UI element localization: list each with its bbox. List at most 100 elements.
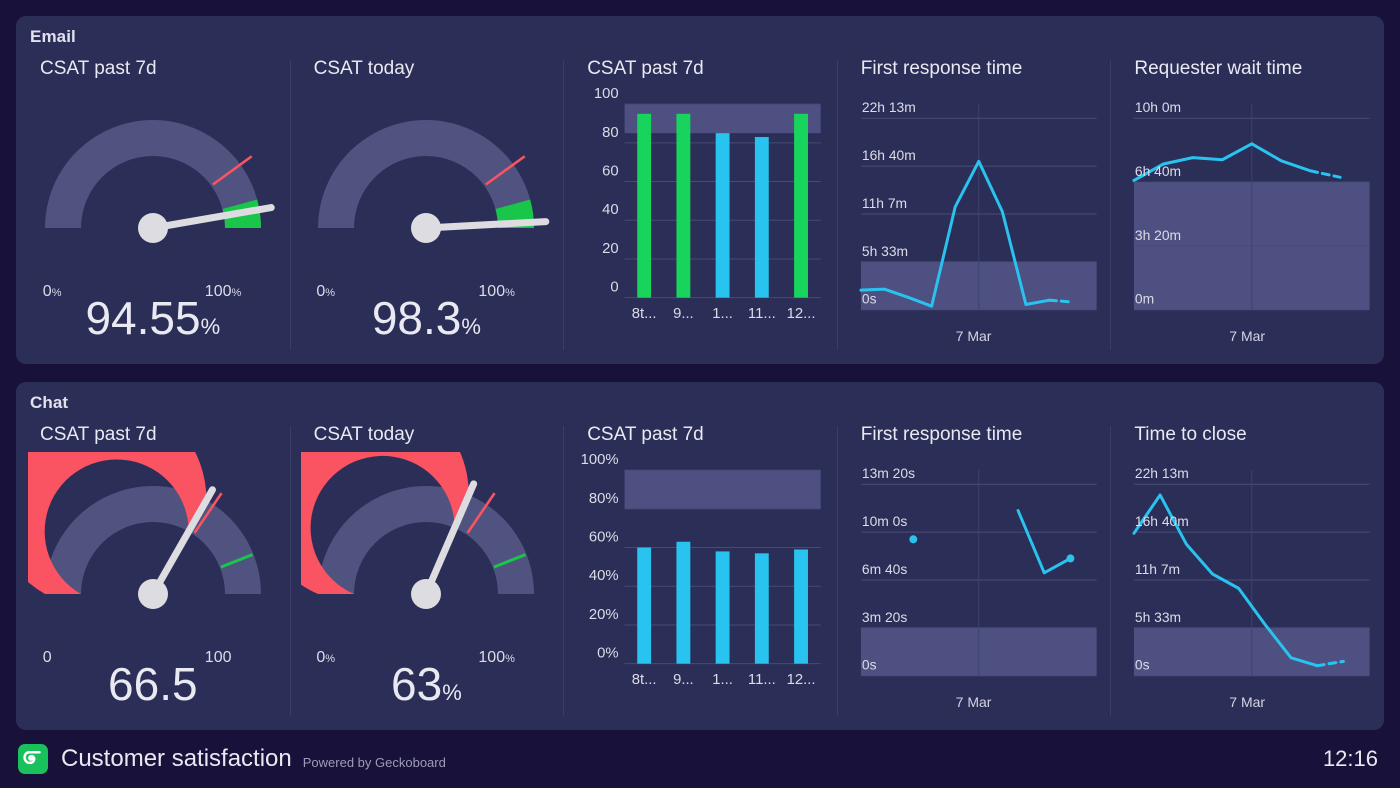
clock: 12:16 <box>1322 746 1378 771</box>
widget-title: Time to close <box>1134 424 1247 445</box>
gauge-max-label: 100% <box>478 649 514 667</box>
line-chart-svg: 22h 13m 16h 40m 11h 7m 5h 33m 0s <box>1132 465 1371 677</box>
gauge-track <box>318 486 535 594</box>
gauge-needle <box>149 486 216 598</box>
gauge-needle <box>422 480 478 598</box>
widget-row: CSAT past 7d 0% 100% 94.55% CSAT today 0% 100%… <box>16 52 1384 360</box>
gauge-value-number: 94.55 <box>85 292 201 344</box>
gauge-min-value: 0 <box>316 283 326 300</box>
x-tick-label: 8t... <box>632 305 657 322</box>
widget-first-response-time: First response time 13m 20s 10m 0s 6m 40s 3m… <box>836 418 1111 726</box>
widget-title: CSAT today <box>313 424 415 445</box>
bar-chart: 100% 80% 60% 40% 20% 0% 8t... 9... 1... 11... 12..… <box>573 454 827 706</box>
line-series-forecast <box>1047 298 1075 304</box>
y-tick-label: 0 <box>611 279 619 296</box>
widget-time-to-close: Time to close 22h 13m 16h 40m 11h 7m 5h 33m 0… <box>1110 418 1384 726</box>
y-tick-label: 60% <box>589 528 619 545</box>
line-series <box>1132 493 1320 668</box>
widget-title: CSAT past 7d <box>40 58 157 79</box>
line-chart-svg: 22h 13m 16h 40m 11h 7m 5h 33m 0s <box>859 99 1097 311</box>
goal-band <box>624 104 821 134</box>
gauge-min-label: 0% <box>316 283 335 301</box>
powered-by-label: Powered by Geckoboard <box>302 755 446 770</box>
widget-title: CSAT past 7d <box>587 58 704 79</box>
gauge-needle <box>422 218 550 232</box>
x-tick-label: 9... <box>673 305 694 322</box>
widget-csat-today: CSAT today 0% 100% 63% <box>289 418 564 726</box>
line-series-forecast <box>1316 659 1346 668</box>
widget-requester-wait-time: Requester wait time 10h 0m 6h 40m 3h 20m 0m 7… <box>1110 52 1384 360</box>
x-axis-caption: 7 Mar <box>1229 328 1266 344</box>
gauge-value-number: 63 <box>391 658 443 710</box>
y-tick-label: 5h 33m <box>1135 609 1181 625</box>
x-axis-caption: 7 Mar <box>955 328 992 344</box>
gauge: 0 100 <box>26 452 280 667</box>
gauge-max-unit: % <box>505 653 515 665</box>
line-chart-svg: 13m 20s 10m 0s 6m 40s 3m 20s 0s <box>860 465 1097 677</box>
line-chart: 22h 13m 16h 40m 11h 7m 5h 33m 0s 7 Mar <box>847 88 1101 344</box>
gauge-min-label: 0% <box>316 649 335 667</box>
line-series <box>859 159 1051 308</box>
gauge-red-marker <box>466 492 497 534</box>
gauge-hub <box>411 579 442 609</box>
y-tick-label: 11h 7m <box>862 195 907 211</box>
widget-csat-past-7d: CSAT past 7d 0 100 66.5 <box>16 418 290 726</box>
bar <box>676 113 691 298</box>
y-tick-label: 60 <box>602 162 619 179</box>
gauge-min-label: 0% <box>43 283 62 301</box>
gauge: 0% 100% <box>26 86 280 301</box>
gauge-value-unit: % <box>461 314 481 339</box>
bar-chart-svg: 100% 80% 60% 40% 20% 0% 8t... 9... 1... 11... 12..… <box>581 454 821 688</box>
gauge-min-value: 0 <box>42 649 52 666</box>
geckoboard-logo-icon <box>18 744 48 774</box>
gauge-dial <box>44 120 275 243</box>
widget-csat-today: CSAT today 0% 100% 98.3% <box>289 52 564 360</box>
x-tick-label: 8t... <box>632 671 657 688</box>
gauge-red-marker <box>485 155 526 186</box>
gauge-max-value: 100 <box>478 649 506 666</box>
gauge-hub <box>137 579 168 609</box>
y-tick-label: 10m 0s <box>862 513 907 529</box>
x-tick-label: 1... <box>712 671 733 688</box>
gauge-value: 94.55% <box>26 295 280 350</box>
gauge-value: 98.3% <box>300 295 554 350</box>
gauge-track <box>44 486 261 594</box>
footer-bar: Customer satisfaction Powered by Geckoboa… <box>0 730 1400 788</box>
y-tick-label: 11h 7m <box>1135 561 1180 577</box>
gauge-value-number: 66.5 <box>108 658 198 710</box>
widget-title: CSAT past 7d <box>40 424 157 445</box>
gauge-green-marker <box>493 553 527 569</box>
gauge-track <box>44 120 261 228</box>
gauge-max-value: 100 <box>204 649 232 666</box>
data-point <box>1066 554 1075 563</box>
bar <box>676 541 691 664</box>
dashboard-title: Customer satisfaction <box>61 745 292 772</box>
y-tick-label: 100% <box>581 454 619 468</box>
x-axis-caption: 7 Mar <box>1229 694 1266 710</box>
y-tick-label: 3h 20m <box>1135 227 1181 243</box>
x-axis-caption: 7 Mar <box>955 694 992 710</box>
gauge-red-marker <box>193 492 223 534</box>
bar <box>755 137 769 298</box>
gauge-track <box>318 120 535 228</box>
section-panel-chat: Chat CSAT past 7d 0 100 66.5 CSAT today 0% 100%… <box>16 382 1384 730</box>
line-series-forecast <box>1309 169 1343 179</box>
widget-csat-past-7d: CSAT past 7d 100 80 60 40 20 0 8t... 9... 1... 11.… <box>563 52 837 360</box>
gauge-value: 63% <box>300 661 554 716</box>
gauge-value-unit: % <box>442 680 462 705</box>
gauge-dial <box>27 452 261 609</box>
gauge-value-unit: % <box>200 314 221 339</box>
section-title: Email <box>30 27 76 46</box>
gauge-min-unit: % <box>325 653 336 665</box>
y-tick-label: 13m 20s <box>862 465 915 481</box>
gauge-max-label: 100% <box>205 283 241 301</box>
section-panel-email: Email CSAT past 7d 0% 100% 94.55% CSAT today 0… <box>16 16 1384 364</box>
gauge-max-label: 100% <box>478 283 514 301</box>
widget-csat-past-7d: CSAT past 7d 0% 100% 94.55% <box>16 52 290 360</box>
data-point <box>909 535 918 544</box>
y-tick-label: 0s <box>862 291 877 307</box>
line-chart: 22h 13m 16h 40m 11h 7m 5h 33m 0s 7 Mar <box>1120 454 1374 710</box>
widget-csat-past-7d: CSAT past 7d 100% 80% 60% 40% 20% 0% 8t... 9... 1… <box>563 418 837 726</box>
y-tick-label: 0s <box>1135 657 1150 673</box>
